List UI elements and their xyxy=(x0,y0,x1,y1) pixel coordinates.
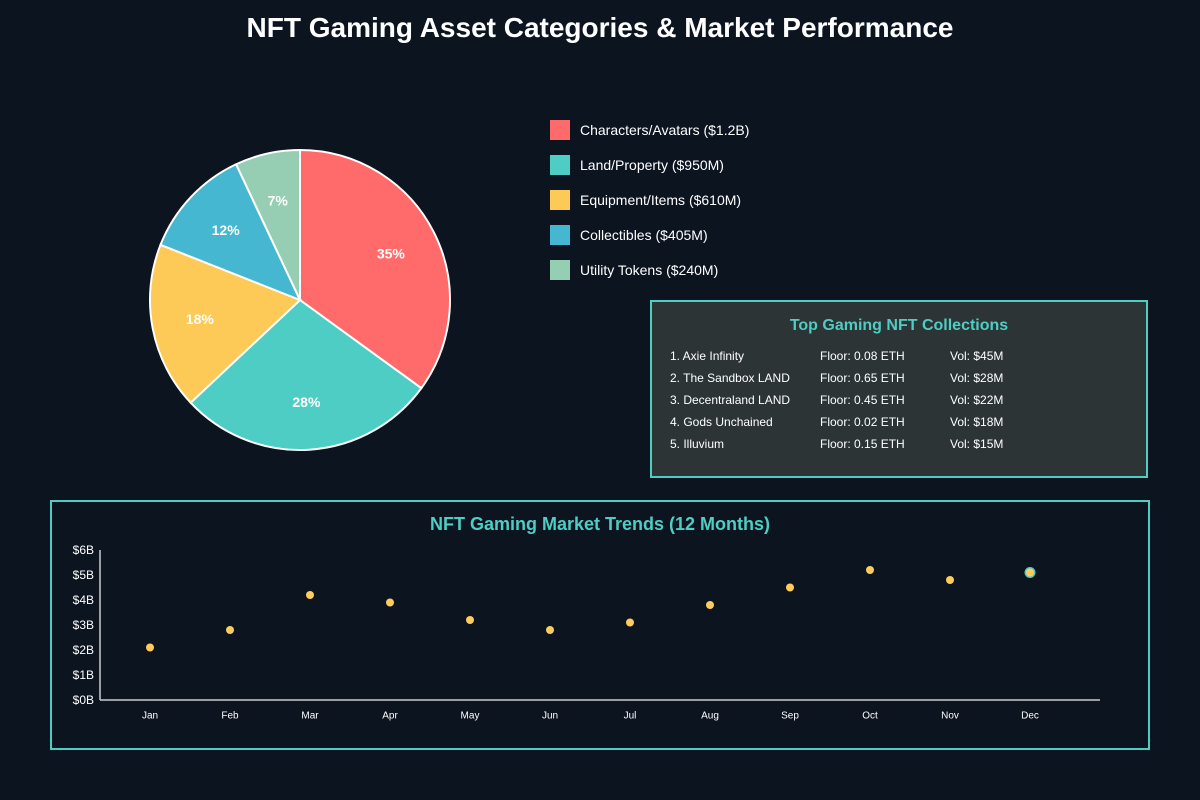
legend-label: Characters/Avatars ($1.2B) xyxy=(580,122,750,138)
legend-item: Characters/Avatars ($1.2B) xyxy=(550,120,749,140)
collection-floor: Floor: 0.08 ETH xyxy=(820,349,905,363)
pie-slice-label: 7% xyxy=(268,192,289,208)
data-point xyxy=(626,618,634,627)
data-point xyxy=(386,598,394,607)
collection-name: 5. Illuvium xyxy=(670,437,725,451)
data-point xyxy=(946,576,954,584)
collection-floor: Floor: 0.65 ETH xyxy=(820,371,905,385)
collection-name: 1. Axie Infinity xyxy=(670,349,745,363)
x-tick-label: Jan xyxy=(142,711,158,722)
collection-volume: Vol: $22M xyxy=(950,393,1004,407)
collections-title: Top Gaming NFT Collections xyxy=(789,317,1009,334)
legend-swatch xyxy=(550,190,570,210)
x-tick-label: Sep xyxy=(781,711,799,722)
market-trend-chart: $0B $1B $2B $3B $4B $5B $6B Jan Feb Mar Apr May Jun J… xyxy=(73,543,1100,722)
collection-name: 3. Decentraland LAND xyxy=(670,393,791,407)
x-tick-label: Feb xyxy=(221,711,239,722)
x-tick-label: Apr xyxy=(382,711,398,722)
x-tick-label: Jun xyxy=(542,711,558,722)
pie-slice-label: 12% xyxy=(212,222,241,238)
collection-row: 3. Decentraland LAND Floor: 0.45 ETH Vol… xyxy=(652,393,1146,411)
collection-volume: Vol: $15M xyxy=(950,437,1004,451)
data-point xyxy=(146,643,154,652)
collection-volume: Vol: $45M xyxy=(950,349,1004,363)
legend-swatch xyxy=(550,155,570,175)
collection-volume: Vol: $28M xyxy=(950,371,1004,385)
pie-slice xyxy=(159,162,302,302)
collection-row: 4. Gods Unchained Floor: 0.02 ETH Vol: $… xyxy=(652,415,1146,433)
pie-slice-label: 28% xyxy=(292,394,321,410)
y-tick-label: $4B xyxy=(73,593,94,607)
pie-slice xyxy=(299,148,451,390)
top-collections-panel: Top Gaming NFT Collections 1. Axie Infin… xyxy=(650,300,1148,478)
collection-row: 1. Axie Infinity Floor: 0.08 ETH Vol: $4… xyxy=(652,349,1146,367)
x-tick-label: Nov xyxy=(941,711,959,722)
data-point xyxy=(306,591,314,599)
x-tick-label: Aug xyxy=(701,711,719,722)
data-point xyxy=(226,626,234,634)
legend-label: Collectibles ($405M) xyxy=(580,227,708,243)
trends-title: NFT Gaming Market Trends (12 Months) xyxy=(429,514,771,534)
data-point xyxy=(866,566,874,574)
legend-label: Utility Tokens ($240M) xyxy=(580,262,719,278)
legend-item: Equipment/Items ($610M) xyxy=(550,190,749,210)
collection-volume: Vol: $18M xyxy=(950,415,1004,429)
legend-item: Utility Tokens ($240M) xyxy=(550,260,749,280)
legend-swatch xyxy=(550,120,570,140)
collection-name: 2. The Sandbox LAND xyxy=(670,371,790,385)
data-point xyxy=(1026,568,1034,577)
collection-row: 2. The Sandbox LAND Floor: 0.65 ETH Vol:… xyxy=(652,371,1146,389)
legend-item: Collectibles ($405M) xyxy=(550,225,749,245)
legend-item: Land/Property ($950M) xyxy=(550,155,749,175)
market-trends-panel: $0B $1B $2B $3B $4B $5B $6B Jan Feb Mar Apr May Jun J… xyxy=(50,500,1150,750)
legend-swatch xyxy=(550,260,570,280)
data-point xyxy=(786,583,794,592)
y-tick-label: $5B xyxy=(73,568,94,582)
collection-row: 5. Illuvium Floor: 0.15 ETH Vol: $15M xyxy=(652,437,1146,455)
pie-slice xyxy=(189,298,423,451)
pie-slice xyxy=(149,243,302,405)
y-tick-label: $0B xyxy=(73,693,94,707)
pie-slice-label: 18% xyxy=(186,311,215,327)
page-title: NFT Gaming Asset Categories & Market Per… xyxy=(246,12,954,43)
y-tick-label: $1B xyxy=(73,668,94,682)
category-pie-chart: 35% 28% 18% 12% 7% xyxy=(149,148,451,451)
legend-label: Equipment/Items ($610M) xyxy=(580,192,742,208)
data-point xyxy=(706,601,714,609)
pie-slice-label: 35% xyxy=(377,246,406,262)
x-tick-label: Mar xyxy=(301,711,319,722)
y-tick-label: $6B xyxy=(73,543,94,557)
y-tick-label: $2B xyxy=(73,643,94,657)
data-point xyxy=(466,616,474,624)
collection-name: 4. Gods Unchained xyxy=(670,415,773,429)
x-tick-label: Oct xyxy=(862,711,878,722)
data-point xyxy=(546,626,554,634)
collection-floor: Floor: 0.15 ETH xyxy=(820,437,905,451)
collection-floor: Floor: 0.45 ETH xyxy=(820,393,905,407)
collection-floor: Floor: 0.02 ETH xyxy=(820,415,905,429)
y-tick-label: $3B xyxy=(73,618,94,632)
legend-label: Land/Property ($950M) xyxy=(580,157,724,173)
x-tick-label: May xyxy=(461,711,480,722)
x-tick-label: Dec xyxy=(1021,711,1039,722)
legend-swatch xyxy=(550,225,570,245)
x-tick-label: Jul xyxy=(624,711,637,722)
pie-legend: Characters/Avatars ($1.2B) Land/Property… xyxy=(550,120,749,295)
pie-slice xyxy=(234,148,301,301)
